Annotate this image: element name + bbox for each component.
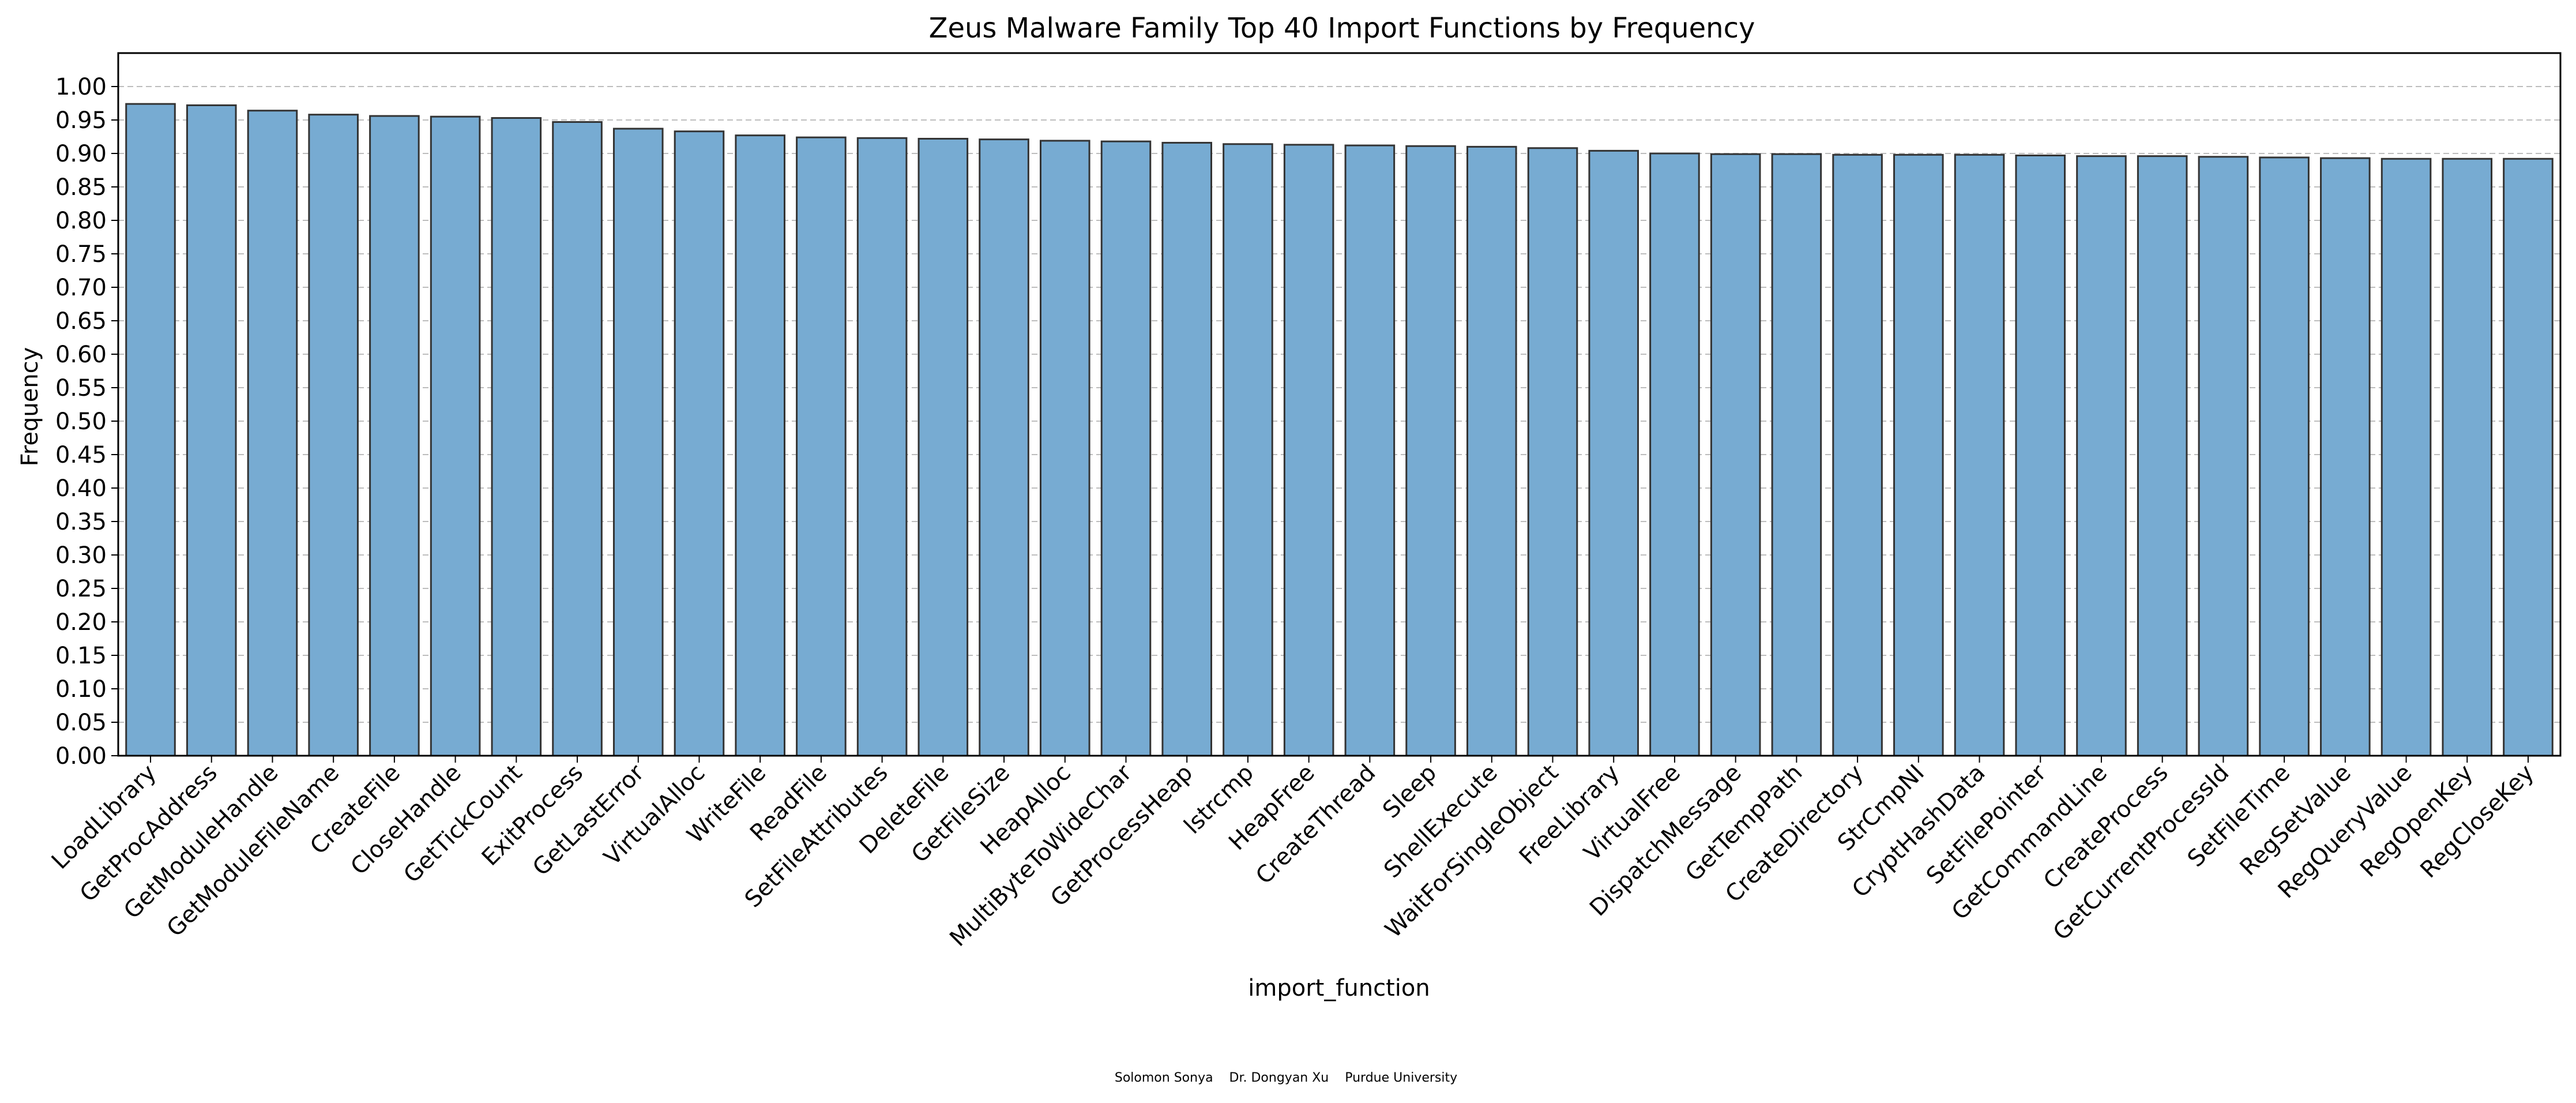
bar-FreeLibrary [1588,149,1639,757]
y-tick-label: 0.25 [55,576,107,602]
bar-GetProcAddress [186,104,237,757]
footer-credits: Solomon Sonya Dr. Dongyan Xu Purdue Univ… [1115,1071,1457,1085]
bar-DispatchMessage [1710,153,1761,757]
bar-CreateProcess [2137,155,2188,757]
chart-title: Zeus Malware Family Top 40 Import Functi… [929,12,1755,44]
y-tick-label: 0.50 [55,408,107,435]
bar-GetProcessHeap [1161,141,1212,757]
bar-SetFileTime [2259,156,2310,757]
bar-RegOpenKey [2442,157,2493,757]
y-tick-label: 0.30 [55,542,107,569]
y-tick-label: 0.75 [55,241,107,268]
bar-VirtualFree [1649,152,1700,757]
y-tick-label: 0.90 [55,141,107,167]
bar-GetFileSize [979,138,1029,757]
bar-lstrcmp [1223,143,1273,757]
y-tick-label: 0.45 [55,442,107,468]
bar-RegCloseKey [2503,157,2554,757]
bar-WaitForSingleObject [1527,147,1578,757]
y-axis-label: Frequency [17,347,43,467]
bar-RegQueryValue [2381,157,2432,757]
bar-LoadLibrary [125,103,176,757]
bars [125,103,2554,757]
bar-ShellExecute [1466,145,1517,757]
y-axis-ticks: 0.00 0.05 0.10 0.15 0.20 0.25 0.30 0.35 0.40 0.45… [55,74,118,770]
y-tick-label: 0.00 [55,743,107,770]
y-tick-label: 0.10 [55,676,107,703]
bar-GetModuleHandle [247,110,298,757]
bar-ReadFile [796,136,847,757]
x-axis-label: import_function [1248,975,1430,1001]
bar-ExitProcess [552,121,603,757]
y-tick-label: 0.55 [55,375,107,402]
y-tick-label: 0.15 [55,643,107,669]
bar-HeapFree [1283,144,1334,757]
y-tick-label: 0.35 [55,509,107,535]
bar-GetCommandLine [2076,155,2127,757]
bar-CryptHashData [1954,153,2005,757]
y-tick-label: 0.05 [55,710,107,736]
y-tick-label: 0.70 [55,275,107,301]
bar-RegSetValue [2320,157,2371,757]
y-tick-label: 0.60 [55,342,107,368]
bar-GetModuleFileName [308,114,359,757]
bar-GetLastError [612,127,664,757]
bar-Sleep [1405,145,1456,757]
bar-SetFilePointer [2015,154,2066,757]
y-tick-label: 0.85 [55,174,107,201]
bar-HeapAlloc [1039,140,1090,757]
y-tick-label: 0.65 [55,308,107,335]
y-tick-label: 0.80 [55,208,107,234]
y-tick-label: 0.20 [55,609,107,636]
bar-CreateFile [369,115,420,757]
bar-SetFileAttributes [856,137,908,757]
bar-GetCurrentProcessId [2198,156,2249,757]
bar-StrCmpNI [1893,153,1944,757]
bar-GetTickCount [491,117,542,757]
y-tick-label: 0.95 [55,107,107,134]
y-tick-label: 1.00 [55,74,107,100]
bar-WriteFile [735,134,785,757]
bar-VirtualAlloc [674,130,725,757]
bar-CreateDirectory [1832,153,1883,757]
bar-CreateThread [1344,144,1396,757]
plot-frame [117,52,2562,757]
bar-GetTempPath [1771,153,1822,757]
bar-CloseHandle [430,115,481,757]
bar-DeleteFile [917,137,969,757]
y-tick-label: 0.40 [55,475,107,502]
bar-MultiByteToWideChar [1100,140,1152,757]
